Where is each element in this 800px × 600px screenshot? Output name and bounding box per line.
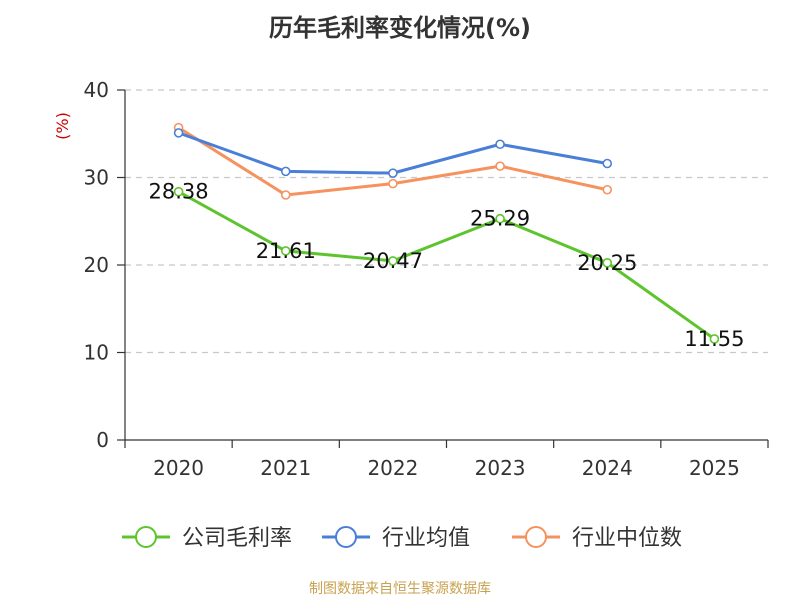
series-lines (173, 122, 720, 344)
data-point (602, 158, 613, 169)
y-tick-label: 20 (84, 253, 109, 277)
x-tick-label-2025: 2025 (689, 456, 740, 480)
data-point (388, 256, 398, 266)
data-point (495, 139, 505, 150)
data-point (280, 190, 291, 200)
x-tick-label-2022: 2022 (367, 456, 418, 480)
legend-marker (135, 526, 157, 548)
gridlines (125, 89, 768, 354)
y-axis-label: (%) (53, 112, 72, 140)
x-tick-label-2020: 2020 (153, 456, 204, 480)
data-point (602, 258, 613, 268)
data-point (495, 161, 505, 171)
legend-marker (525, 526, 547, 548)
chart-title: 历年毛利率变化情况(%) (269, 14, 531, 42)
axes: (%) 0 10 20 30 40 2020 2021 2022 2023 2024 2025 (53, 78, 769, 480)
data-label-2025: 11.55 (684, 327, 744, 351)
series-2 (173, 122, 613, 200)
legend-item-2[interactable]: 行业中位数 (512, 526, 682, 551)
legend-item-1[interactable]: 行业均值 (322, 526, 470, 551)
data-point (388, 168, 398, 178)
legend-item-0[interactable]: 公司毛利率 (122, 526, 292, 551)
data-labels: 28.38 21.61 20.47 25.29 20.25 11.55 (149, 180, 745, 351)
data-point (602, 184, 613, 195)
y-tick-label: 30 (84, 166, 109, 190)
data-label-2020: 28.38 (149, 180, 209, 204)
y-tick-label: 10 (84, 341, 109, 365)
x-tick-label-2023: 2023 (475, 456, 526, 480)
data-point (388, 178, 398, 189)
data-label-2022: 20.47 (363, 249, 423, 273)
data-label-2021: 21.61 (256, 239, 316, 263)
x-tick-label-2024: 2024 (582, 456, 633, 480)
y-tick-label: 40 (84, 78, 109, 102)
series-1 (173, 128, 613, 178)
data-point (495, 213, 505, 224)
legend-label: 行业中位数 (572, 526, 682, 551)
legend-label: 公司毛利率 (182, 526, 292, 551)
legend-label: 行业均值 (382, 526, 470, 551)
data-point (280, 166, 291, 177)
legend[interactable]: 公司毛利率 行业均值 行业中位数 (122, 526, 682, 551)
data-point (173, 186, 184, 197)
source-note: 制图数据来自恒生聚源数据库 (309, 581, 491, 597)
legend-marker (335, 526, 357, 548)
data-point (280, 246, 291, 256)
data-point (173, 128, 184, 138)
series-0 (173, 186, 720, 344)
y-tick-label: 0 (96, 428, 109, 452)
data-label-2023: 25.29 (470, 207, 530, 231)
data-label-2024: 20.25 (577, 251, 637, 275)
data-point (709, 334, 720, 344)
x-tick-label-2021: 2021 (260, 456, 311, 480)
series-line-0 (177, 190, 716, 341)
